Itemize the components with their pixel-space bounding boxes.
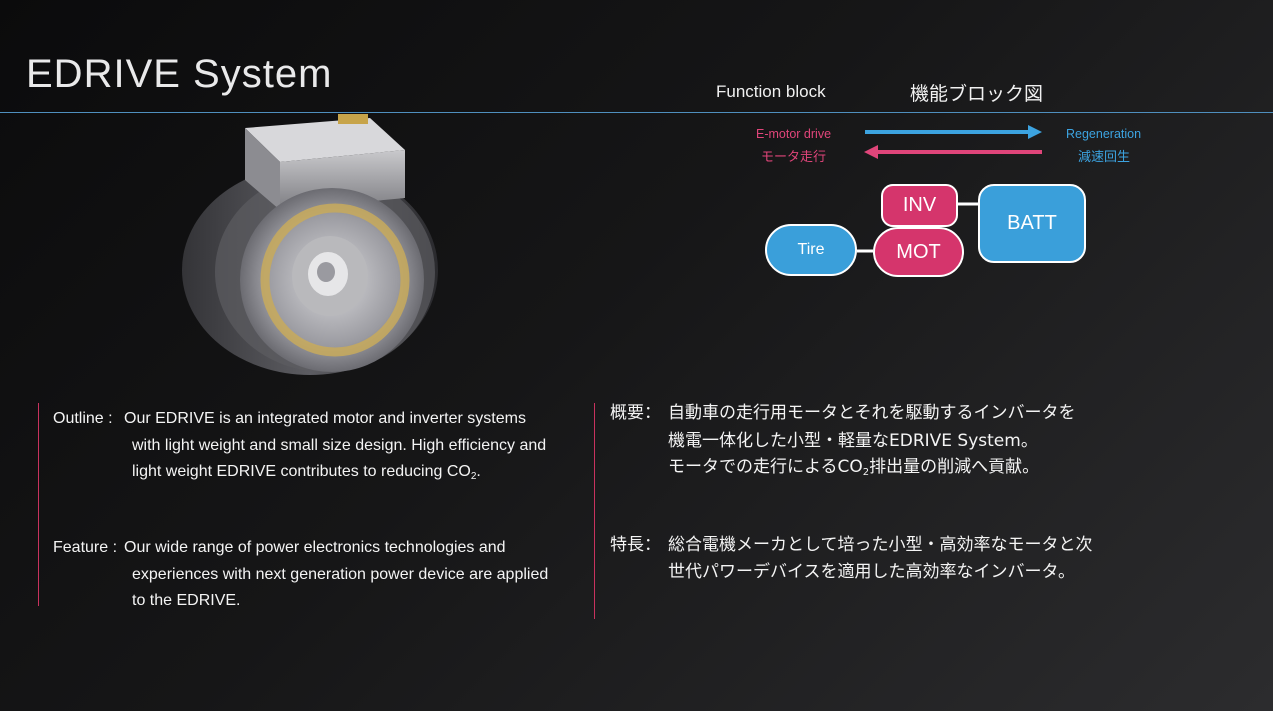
outline-line-1: Our EDRIVE is an integrated motor and in… xyxy=(124,410,526,427)
edrive-unit-image xyxy=(182,114,438,375)
outline-line-2: with light weight and small size design.… xyxy=(132,437,547,454)
battery-node: BATT xyxy=(978,184,1086,263)
inverter-node: INV xyxy=(881,184,958,227)
outline-label: Outline : xyxy=(53,410,113,427)
feature-line-2: experiences with next generation power d… xyxy=(132,566,549,583)
function-block-label-jp: 機能ブロック図 xyxy=(910,83,1044,105)
left-accent-bar xyxy=(38,403,39,606)
motor-node: MOT xyxy=(873,227,964,277)
emotor-drive-arrow xyxy=(864,145,1042,159)
gaiyo-line-2: 機電一体化した小型・軽量なEDRIVE System。 xyxy=(668,431,1038,451)
tokucho-label: 特長： xyxy=(610,535,661,555)
slide-title: EDRIVE System xyxy=(26,52,333,96)
emotor-drive-label-jp: モータ走行 xyxy=(761,150,827,165)
gaiyo-line-1: 自動車の走行用モータとそれを駆動するインバータを xyxy=(668,403,1076,423)
outline-line-3: light weight EDRIVE contributes to reduc… xyxy=(132,463,481,482)
title-divider xyxy=(0,112,1273,113)
gaiyo-label: 概要： xyxy=(610,403,661,423)
regeneration-label-jp: 減速回生 xyxy=(1078,150,1131,165)
feature-line-3: to the EDRIVE. xyxy=(132,592,241,609)
tokucho-line-2: 世代パワーデバイスを適用した高効率なインバータ。 xyxy=(668,562,1075,582)
tokucho-line-1: 総合電機メーカとして培った小型・高効率なモータと次 xyxy=(668,535,1093,555)
feature-label: Feature : xyxy=(53,539,118,556)
regeneration-label: Regeneration xyxy=(1066,127,1142,141)
function-block-label: Function block xyxy=(716,82,826,101)
regeneration-arrow xyxy=(865,125,1042,139)
gaiyo-line-3: モータでの走行によるCO2排出量の削減へ貢献。 xyxy=(668,457,1040,478)
right-accent-bar xyxy=(594,403,595,619)
feature-line-1: Our wide range of power electronics tech… xyxy=(124,539,506,556)
tire-node: Tire xyxy=(765,224,857,276)
emotor-drive-label: E-motor drive xyxy=(756,127,832,141)
